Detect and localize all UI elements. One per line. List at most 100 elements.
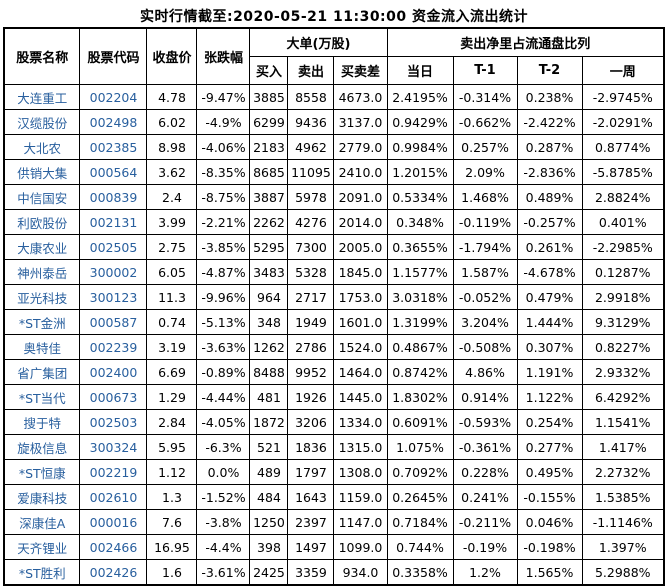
stock-code-cell: 002610 <box>79 484 148 510</box>
stock-name-cell: 汉缆股份 <box>3 109 81 135</box>
today-ratio-cell: 0.9429% <box>386 109 454 135</box>
sell-cell: 9952 <box>287 359 335 385</box>
t2-ratio-cell: -2.836% <box>516 159 583 185</box>
stock-code-cell: 002219 <box>79 459 148 485</box>
sell-cell: 1836 <box>287 434 335 460</box>
table-row: 神州泰岳 300002 6.05 -4.87% 3483 5328 1845.0 1.1577… <box>3 259 665 285</box>
sell-cell: 3206 <box>287 409 335 435</box>
stock-code-cell: 000564 <box>79 159 148 185</box>
t1-ratio-cell: 4.86% <box>452 359 518 385</box>
capital-flow-table: 股票名称 股票代码 收盘价 张跌幅 大单(万股) 卖出净里占流通盘比列 买入 卖… <box>2 27 666 586</box>
table-row: *ST胜利 002426 1.6 -3.61% 2425 3359 934.0 0.3358%… <box>3 559 665 586</box>
today-ratio-cell: 0.744% <box>386 534 454 560</box>
stock-code-cell: 000673 <box>79 384 148 410</box>
sell-cell: 1949 <box>287 309 335 335</box>
buy-cell: 2183 <box>249 134 289 160</box>
buy-sell-diff-cell: 1753.0 <box>333 284 388 310</box>
change-pct-cell: -4.06% <box>196 134 251 160</box>
t1-ratio-cell: 0.228% <box>452 459 518 485</box>
change-pct-cell: -6.3% <box>196 434 251 460</box>
t1-ratio-cell: -0.119% <box>452 209 518 235</box>
table-row: 省广集团 002400 6.69 -0.89% 8488 9952 1464.0 0.8742… <box>3 359 665 385</box>
stock-code-cell: 002204 <box>79 84 148 110</box>
change-pct-cell: -3.85% <box>196 234 251 260</box>
week-ratio-cell: 6.4292% <box>581 384 665 410</box>
buy-sell-diff-cell: 2410.0 <box>333 159 388 185</box>
week-ratio-cell: 0.1287% <box>581 259 665 285</box>
change-pct-cell: -3.61% <box>196 559 251 586</box>
change-pct-cell: 0.0% <box>196 459 251 485</box>
buy-cell: 3483 <box>249 259 289 285</box>
close-price-cell: 7.6 <box>146 509 198 535</box>
col-header-sell: 卖出 <box>287 56 335 85</box>
stock-code-cell: 002131 <box>79 209 148 235</box>
buy-sell-diff-cell: 1334.0 <box>333 409 388 435</box>
today-ratio-cell: 0.3655% <box>386 234 454 260</box>
stock-code-cell: 002466 <box>79 534 148 560</box>
buy-cell: 481 <box>249 384 289 410</box>
table-row: 深康佳A 000016 7.6 -3.8% 1250 2397 1147.0 0.7184% -… <box>3 509 665 535</box>
week-ratio-cell: -2.9745% <box>581 84 665 110</box>
close-price-cell: 2.75 <box>146 234 198 260</box>
t2-ratio-cell: 0.287% <box>516 134 583 160</box>
stock-code-cell: 002400 <box>79 359 148 385</box>
today-ratio-cell: 1.2015% <box>386 159 454 185</box>
buy-cell: 2425 <box>249 559 289 586</box>
t2-ratio-cell: 0.479% <box>516 284 583 310</box>
week-ratio-cell: -2.2985% <box>581 234 665 260</box>
t1-ratio-cell: -0.662% <box>452 109 518 135</box>
buy-cell: 398 <box>249 534 289 560</box>
week-ratio-cell: 2.9918% <box>581 284 665 310</box>
today-ratio-cell: 1.3199% <box>386 309 454 335</box>
t1-ratio-cell: -0.211% <box>452 509 518 535</box>
stock-name-cell: 搜于特 <box>3 409 81 435</box>
col-header-buy: 买入 <box>249 56 289 85</box>
close-price-cell: 11.3 <box>146 284 198 310</box>
t2-ratio-cell: 0.261% <box>516 234 583 260</box>
buy-sell-diff-cell: 3137.0 <box>333 109 388 135</box>
table-row: 利欧股份 002131 3.99 -2.21% 2262 4276 2014.0 0.348%… <box>3 209 665 235</box>
change-pct-cell: -2.21% <box>196 209 251 235</box>
close-price-cell: 2.84 <box>146 409 198 435</box>
stock-code-cell: 300123 <box>79 284 148 310</box>
sell-cell: 5978 <box>287 184 335 210</box>
change-pct-cell: -3.63% <box>196 334 251 360</box>
buy-sell-diff-cell: 2779.0 <box>333 134 388 160</box>
week-ratio-cell: 2.8824% <box>581 184 665 210</box>
buy-cell: 521 <box>249 434 289 460</box>
buy-cell: 3885 <box>249 84 289 110</box>
close-price-cell: 2.4 <box>146 184 198 210</box>
t2-ratio-cell: -0.198% <box>516 534 583 560</box>
page-title: 实时行情截至:2020-05-21 11:30:00 资金流入流出统计 <box>139 9 529 25</box>
header-row-groups: 股票名称 股票代码 收盘价 张跌幅 大单(万股) 卖出净里占流通盘比列 <box>3 27 665 85</box>
today-ratio-cell: 0.8742% <box>386 359 454 385</box>
today-ratio-cell: 2.4195% <box>386 84 454 110</box>
table-row: 搜于特 002503 2.84 -4.05% 1872 3206 1334.0 0.6091%… <box>3 409 665 435</box>
t1-ratio-cell: -0.19% <box>452 534 518 560</box>
table-row: 大连重工 002204 4.78 -9.47% 3885 8558 4673.0 2.4195… <box>3 84 665 110</box>
close-price-cell: 16.95 <box>146 534 198 560</box>
stock-name-cell: 爱康科技 <box>3 484 81 510</box>
today-ratio-cell: 1.075% <box>386 434 454 460</box>
sell-cell: 3359 <box>287 559 335 586</box>
sell-cell: 5328 <box>287 259 335 285</box>
week-ratio-cell: 2.9332% <box>581 359 665 385</box>
change-pct-cell: -3.8% <box>196 509 251 535</box>
sell-cell: 4276 <box>287 209 335 235</box>
close-price-cell: 1.6 <box>146 559 198 586</box>
week-ratio-cell: 0.8227% <box>581 334 665 360</box>
week-ratio-cell: -2.0291% <box>581 109 665 135</box>
t1-ratio-cell: 2.09% <box>452 159 518 185</box>
today-ratio-cell: 1.8302% <box>386 384 454 410</box>
buy-cell: 489 <box>249 459 289 485</box>
today-ratio-cell: 0.348% <box>386 209 454 235</box>
buy-cell: 8685 <box>249 159 289 185</box>
week-ratio-cell: 1.397% <box>581 534 665 560</box>
t1-ratio-cell: -0.361% <box>452 434 518 460</box>
buy-cell: 5295 <box>249 234 289 260</box>
buy-cell: 6299 <box>249 109 289 135</box>
buy-sell-diff-cell: 1445.0 <box>333 384 388 410</box>
stock-name-cell: 天齐锂业 <box>3 534 81 560</box>
buy-sell-diff-cell: 934.0 <box>333 559 388 586</box>
